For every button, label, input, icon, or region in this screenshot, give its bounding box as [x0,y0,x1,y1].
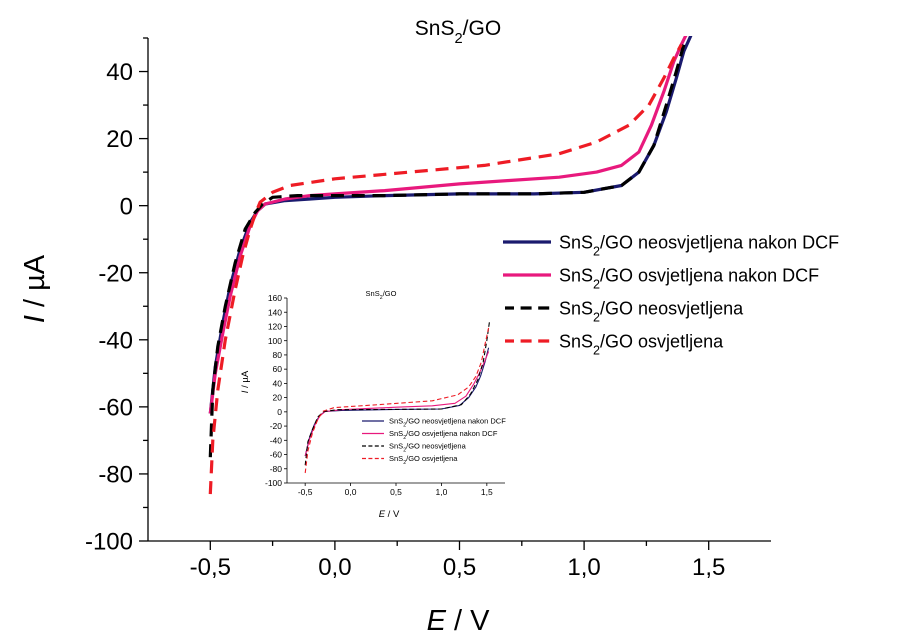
inset-series-line-3 [304,320,491,466]
main-y-tick-label: -100 [85,529,133,556]
inset-y-tick-label: 20 [273,393,283,403]
main-x-axis-label: E / V [427,605,491,637]
main-x-tick-label: 0,0 [318,554,351,581]
inset-x-tick-label: -0,5 [298,487,313,497]
inset-x-tick-label: 0,0 [345,487,357,497]
inset-series-line-4 [304,327,490,474]
inset-series-line-2 [304,351,490,457]
inset-y-tick-label: -40 [270,435,283,445]
main-series-line-3 [208,44,686,458]
inset-plot: -100 -80 -60 -40 -20 0 20 40 60 80 100 120 140 160 -0,… [240,289,506,520]
main-x-tick-label: -0,5 [190,554,231,581]
main-y-tick-label: 40 [106,59,133,86]
inset-y-tick-label: 140 [268,307,282,317]
inset-y-tick-label: 60 [273,364,283,374]
main-legend-label-2: SnS2/GO osvjetljena nakon DCF [559,265,819,291]
main-plot: -100 -80 -60 -40 -20 0 20 40 -0,5 0,0 0,5 1,0 1,5 SnS… [19,17,839,637]
main-y-tick-label: -80 [98,462,133,489]
inset-y-tick-label: -20 [270,421,283,431]
inset-y-tick-label: -100 [265,478,282,488]
main-legend-label-1: SnS2/GO neosvjetljena nakon DCF [559,232,839,258]
inset-legend-label-2: SnS2/GO osvjetljena nakon DCF [389,429,498,441]
inset-x-tick-label: 1,5 [481,487,493,497]
inset-y-tick-label: 0 [277,407,282,417]
inset-background [287,298,505,483]
inset-legend-label-1: SnS2/GO neosvjetljena nakon DCF [389,417,506,429]
inset-y-tick-label: -80 [270,464,283,474]
main-series-line-2 [208,36,688,414]
inset-y-tick-label: 160 [268,293,282,303]
inset-chart-title: SnS2/GO [366,289,397,301]
main-x-tick-label: 1,0 [567,554,600,581]
main-y-tick-label: -20 [98,260,133,287]
main-legend-label-4: SnS2/GO osvjetljena [559,331,724,357]
main-y-tick-label: -40 [98,327,133,354]
main-series-line-4 [208,43,683,495]
inset-y-axis-label: I / µA [240,370,251,393]
main-y-axis-label: I / µA [19,254,51,323]
main-legend: SnS2/GO neosvjetljena nakon DCF SnS2/GO o… [503,232,839,357]
inset-x-tick-label: 1,0 [436,487,448,497]
main-legend-label-3: SnS2/GO neosvjetljena [559,298,744,324]
inset-legend-label-3: SnS2/GO neosvjetljena [389,442,467,454]
main-y-tick-label: -60 [98,395,133,422]
inset-legend-label-4: SnS2/GO osvjetljena [389,454,458,466]
inset-y-tick-label: 80 [273,350,283,360]
main-x-tick-label: 0,5 [443,554,476,581]
inset-y-tick-label: 120 [268,322,282,332]
main-x-tick-label: 1,5 [692,554,725,581]
inset-x-axis-label: E / V [379,509,400,520]
main-y-tick-label: 20 [106,126,133,153]
inset-y-tick-label: -60 [270,450,283,460]
inset-y-tick-label: 100 [268,336,282,346]
inset-x-tick-label: 0,5 [390,487,402,497]
inset-y-tick-label: 40 [273,378,283,388]
main-chart-title: SnS2/GO [415,17,501,47]
main-y-tick-label: 0 [120,193,133,220]
